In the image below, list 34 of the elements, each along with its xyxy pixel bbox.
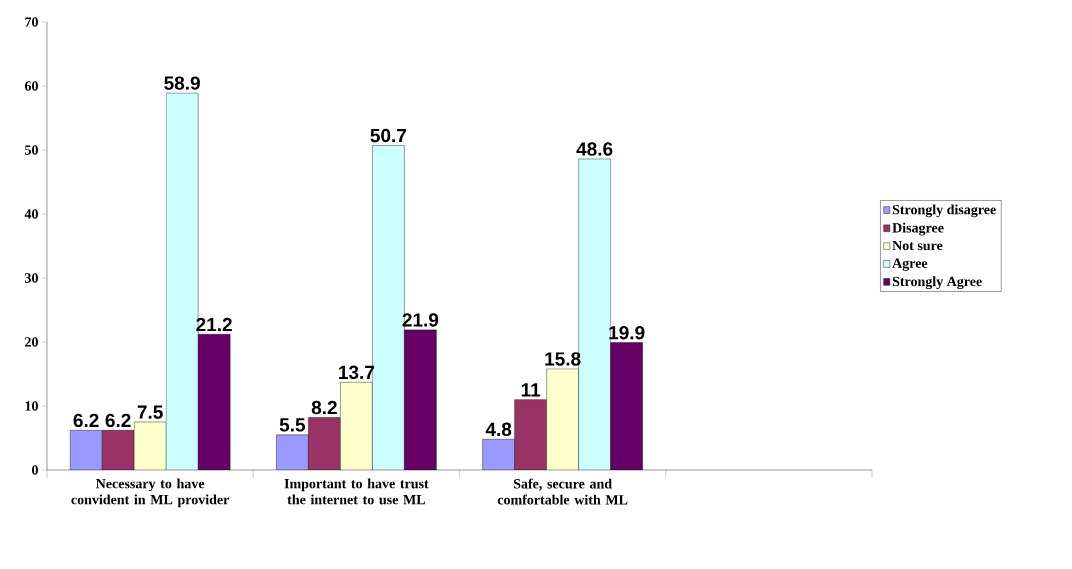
x-tick-label: Safe, secure and comfortable with ML	[497, 478, 628, 505]
y-tick-label: 10	[25, 401, 38, 411]
y-tick-label: 60	[24, 81, 38, 91]
bar	[514, 399, 547, 470]
legend-label: Strongly Agree	[892, 276, 982, 290]
data-label: 21.9	[402, 313, 439, 327]
data-label: 48.6	[576, 142, 613, 156]
data-label: 13.7	[339, 365, 375, 380]
bar	[102, 430, 135, 470]
data-label: 6.2	[105, 413, 131, 428]
data-label: 7.5	[137, 405, 163, 419]
x-tick-label: Important to have trust the internet to use ML	[284, 478, 429, 505]
y-tick-label: 50	[25, 145, 38, 155]
y-tick-label: 0	[32, 465, 38, 475]
data-label: 11	[521, 383, 541, 397]
data-label: 19.9	[609, 325, 645, 340]
x-tick-label: Necessary to have convident in ML provider	[71, 478, 230, 508]
legend-label: Disagree	[892, 222, 944, 236]
legend-label: Agree	[892, 258, 928, 271]
data-label: 6.2	[73, 413, 99, 428]
data-label: 58.9	[164, 76, 200, 90]
y-tick-label: 70	[25, 17, 38, 27]
y-tick-label: 40	[24, 209, 38, 219]
legend-label: Strongly disagree	[892, 204, 996, 218]
legend-label: Not sure	[892, 240, 943, 251]
data-label: 4.8	[485, 422, 512, 437]
data-label: 50.7	[370, 128, 407, 143]
y-tick-label: 30	[25, 273, 38, 283]
data-label: 21.2	[196, 317, 232, 332]
data-label: 5.5	[279, 418, 306, 432]
bar	[308, 417, 341, 470]
y-tick-label: 20	[25, 337, 38, 347]
data-label: 8.2	[311, 400, 337, 415]
data-label: 15.8	[545, 352, 581, 366]
